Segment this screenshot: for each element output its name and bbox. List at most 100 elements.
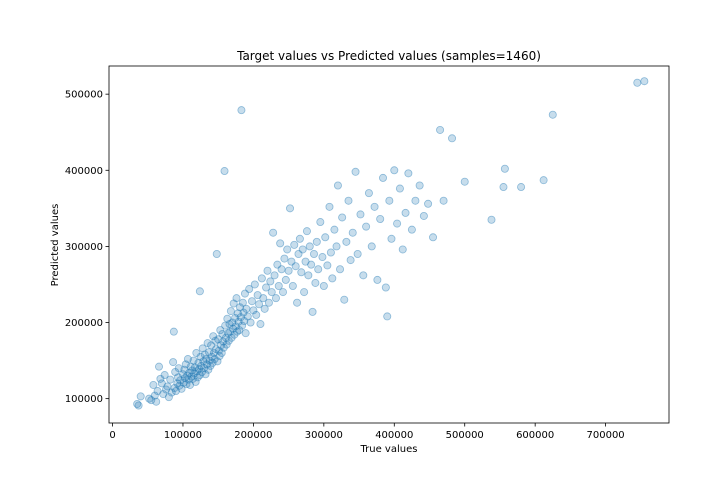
data-point (367, 242, 376, 251)
data-point (381, 283, 390, 292)
data-point (216, 326, 225, 335)
data-point (186, 380, 195, 389)
data-point (387, 234, 396, 243)
data-point (304, 271, 313, 280)
data-point (173, 379, 182, 388)
data-point (192, 348, 201, 357)
data-point (539, 176, 548, 185)
data-point (246, 318, 255, 327)
data-point (231, 313, 240, 322)
data-point (333, 181, 342, 190)
data-point (376, 214, 385, 223)
data-point (203, 339, 212, 348)
data-point (190, 363, 199, 372)
data-point (196, 352, 205, 361)
data-point (219, 337, 228, 346)
data-point (264, 298, 273, 307)
data-point (300, 288, 309, 297)
data-point (186, 362, 195, 371)
data-point (517, 183, 526, 192)
data-point (149, 380, 158, 389)
data-point (243, 312, 252, 321)
data-point (499, 183, 508, 192)
x-tick-label: 0 (109, 430, 115, 441)
x-tick-label: 100000 (164, 430, 202, 441)
data-point (290, 240, 299, 249)
data-point (176, 376, 185, 385)
data-point (233, 309, 242, 318)
data-point (136, 392, 145, 401)
data-point (231, 322, 240, 331)
data-point (270, 271, 279, 280)
data-point (187, 372, 196, 381)
data-point (214, 346, 223, 355)
data-point (181, 374, 190, 383)
data-point (241, 329, 250, 338)
data-point (269, 228, 278, 237)
x-tick-label: 600000 (516, 430, 554, 441)
data-point (256, 320, 265, 329)
x-axis-label: True values (360, 444, 418, 455)
data-point (197, 367, 206, 376)
data-point (194, 358, 203, 367)
data-point (174, 364, 183, 373)
data-point (404, 169, 413, 178)
data-point (240, 316, 249, 325)
y-tick-label: 300000 (65, 242, 103, 253)
data-point (321, 233, 330, 242)
data-point (370, 202, 379, 211)
data-point (287, 257, 296, 266)
data-point (160, 371, 169, 380)
y-tick-label: 100000 (65, 394, 103, 405)
data-point (184, 375, 193, 384)
data-point (311, 278, 320, 287)
data-point (379, 173, 388, 182)
data-point (257, 274, 266, 283)
data-point (424, 199, 433, 208)
data-point (281, 275, 290, 284)
plot-frame (108, 65, 670, 424)
data-point (207, 352, 216, 361)
data-point (223, 314, 232, 323)
data-point (319, 281, 328, 290)
y-axis-ticks: 100000 200000 300000 400000 500000 (65, 90, 109, 405)
data-point (253, 291, 262, 300)
data-point (314, 265, 323, 274)
data-point (195, 364, 204, 373)
data-point (295, 234, 304, 243)
data-point (157, 379, 166, 388)
data-point (212, 345, 221, 354)
data-point (170, 383, 179, 392)
data-point (167, 388, 176, 397)
data-point (191, 377, 200, 386)
data-point (309, 250, 318, 259)
data-point (393, 219, 402, 228)
data-point (228, 324, 237, 333)
data-point (193, 373, 202, 382)
data-point (211, 336, 220, 345)
data-point (247, 297, 256, 306)
x-tick-label: 700000 (587, 430, 625, 441)
data-point (198, 344, 207, 353)
data-point (177, 384, 186, 393)
data-point (202, 355, 211, 364)
data-point (373, 275, 382, 284)
data-point (344, 196, 353, 205)
data-point (183, 355, 192, 364)
data-point (233, 327, 242, 336)
data-point (398, 245, 407, 254)
data-point (385, 196, 394, 205)
data-point (215, 352, 224, 361)
data-point (226, 327, 235, 336)
data-point (259, 294, 268, 303)
data-point (284, 266, 293, 275)
data-point (316, 218, 325, 227)
data-point (260, 304, 269, 313)
data-point (429, 233, 438, 242)
data-point (188, 366, 197, 375)
y-tick-label: 200000 (65, 318, 103, 329)
data-point (221, 321, 230, 330)
data-point (460, 177, 469, 186)
data-point (234, 317, 243, 326)
